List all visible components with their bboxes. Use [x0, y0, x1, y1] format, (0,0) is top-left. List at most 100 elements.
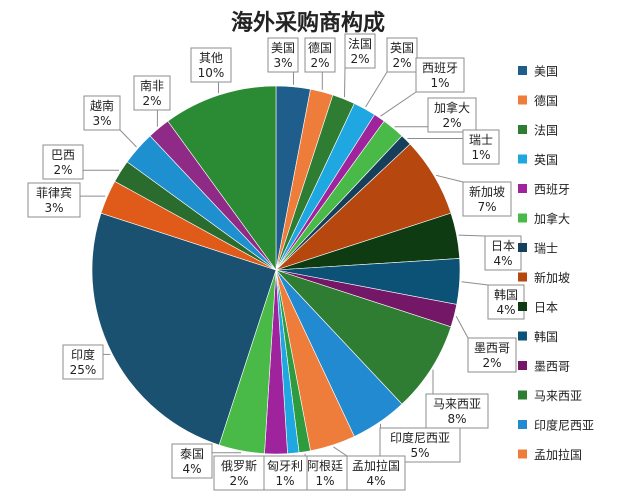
leader-line-5 [380, 91, 417, 117]
legend-item: 瑞士 [518, 242, 558, 256]
legend-swatch [518, 420, 527, 429]
data-labels: 美国3%德国2%法国2%英国2% 西班牙1%加拿大2%瑞士1%新加坡7%日本4%韩… [27, 33, 525, 491]
data-label-box [467, 337, 517, 373]
data-label-value: 5% [410, 446, 429, 460]
data-label-value: 25% [70, 363, 97, 377]
leader-line-3 [344, 67, 346, 98]
leader-line-9 [458, 234, 486, 237]
legend-item: 法国 [518, 124, 558, 138]
legend-label: 韩国 [534, 329, 558, 344]
data-label-value: 2% [229, 474, 248, 488]
legend-swatch [518, 243, 527, 252]
data-label-name: 新加坡 [469, 184, 505, 199]
data-label-value: 1% [430, 76, 449, 90]
legend-label: 美国 [534, 65, 558, 79]
data-label-box [62, 344, 104, 380]
legend-item: 加拿大 [518, 211, 570, 226]
data-label-value: 2% [482, 356, 501, 370]
leader-line-10 [461, 281, 489, 286]
legend-label: 印度尼西亚 [534, 418, 594, 433]
data-label-value: 2% [53, 163, 72, 177]
data-label-box [462, 129, 500, 165]
legend-label: 加拿大 [534, 211, 570, 226]
data-label: 法国2% [344, 33, 376, 69]
pie-slice-19 [91, 212, 277, 446]
data-label-value: 3% [92, 114, 111, 128]
data-label-value: 4% [493, 254, 512, 268]
data-label-name: 其他 [199, 51, 223, 65]
data-label-name: 巴西 [51, 148, 75, 162]
legend-item: 墨西哥 [518, 360, 570, 374]
legend-label: 新加坡 [534, 270, 570, 285]
pie-slice-12 [275, 269, 452, 405]
data-label-name: 瑞士 [469, 133, 493, 147]
legend-item: 美国 [518, 65, 558, 79]
leader-line-14 [333, 446, 348, 457]
legend-swatch [518, 184, 527, 193]
legend-label: 马来西亚 [534, 389, 582, 403]
data-label-box [42, 144, 84, 180]
data-label-value: 3% [44, 201, 63, 215]
data-label-name: 印度尼西亚 [390, 430, 450, 445]
legend-swatch [518, 449, 527, 459]
leader-line-11 [455, 316, 469, 339]
data-label: 日本4% [484, 235, 522, 271]
data-label-name: 越南 [90, 98, 114, 113]
legend-item: 新加坡 [518, 270, 570, 285]
data-label-name: 南非 [140, 78, 164, 93]
data-label: 巴西2% [42, 144, 84, 180]
data-label: 德国2% [304, 37, 336, 73]
data-label-value: 8% [447, 412, 466, 426]
data-label-value: 10% [198, 66, 225, 80]
pie-slices [91, 85, 461, 455]
data-label-box [27, 182, 81, 218]
legend-item: 印度尼西亚 [518, 418, 594, 433]
legend-swatch [518, 66, 527, 75]
legend-label: 孟加拉国 [534, 447, 582, 462]
data-label: 泰国4% [171, 443, 213, 479]
data-label-box [267, 37, 299, 73]
data-label-name: 墨西哥 [474, 341, 510, 355]
legend-swatch [518, 154, 527, 164]
data-label-value: 1% [471, 148, 490, 162]
data-label: 瑞士1% [462, 129, 500, 165]
data-label-value: 4% [366, 474, 385, 488]
legend-label: 瑞士 [534, 242, 558, 256]
data-label-name: 加拿大 [434, 100, 470, 115]
legend-swatch [518, 272, 527, 282]
legend-item: 韩国 [518, 329, 558, 344]
data-label-box [262, 455, 308, 491]
legend-item: 日本 [518, 301, 558, 315]
data-label-name: 阿根廷 [307, 459, 343, 473]
data-label-name: 英国 [390, 41, 414, 55]
legend-item: 孟加拉国 [518, 447, 582, 462]
data-label: 英国2% [386, 37, 418, 73]
legend-label: 日本 [534, 301, 558, 315]
data-label-name: 孟加拉国 [352, 458, 400, 473]
data-label-value: 1% [275, 474, 294, 488]
data-label-box [190, 47, 232, 83]
data-label-value: 1% [315, 474, 334, 488]
data-label-name: 马来西亚 [433, 397, 481, 411]
data-label-name: 韩国 [494, 287, 518, 302]
data-label-name: 印度 [71, 347, 95, 362]
data-label-value: 3% [273, 56, 292, 70]
chart-title: 海外采购商构成 [231, 10, 385, 36]
leader-line-8 [435, 174, 464, 183]
legend-label: 德国 [534, 93, 558, 108]
data-label-box [344, 33, 376, 69]
legend-item: 马来西亚 [518, 389, 582, 403]
data-label-box [213, 455, 265, 491]
data-label-box [302, 455, 348, 491]
legend-swatch [518, 361, 527, 370]
